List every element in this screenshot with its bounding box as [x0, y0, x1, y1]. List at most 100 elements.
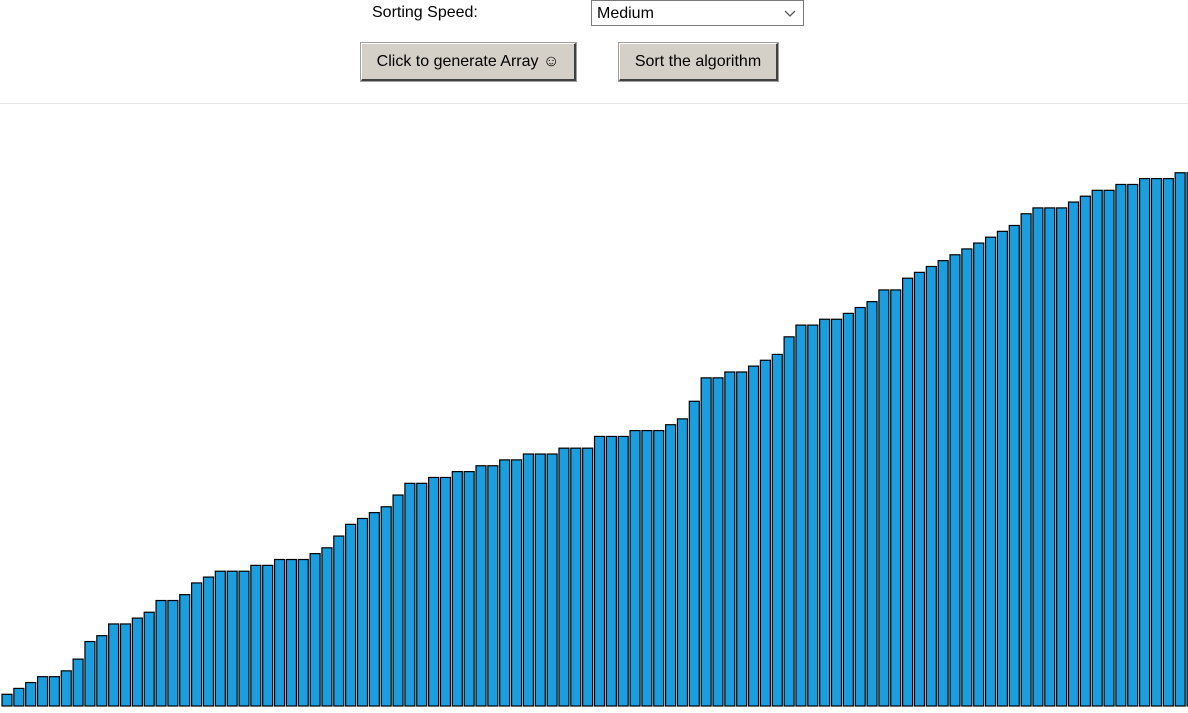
- array-bar: [759, 359, 772, 707]
- array-bar: [1150, 177, 1163, 707]
- array-bars-canvas: [0, 103, 1188, 713]
- sorting-speed-label: Sorting Speed:: [372, 4, 478, 21]
- array-bar: [404, 482, 416, 707]
- array-bar: [333, 535, 345, 707]
- array-bar: [546, 453, 558, 707]
- array-bar: [724, 371, 736, 707]
- array-bar: [1, 693, 13, 707]
- array-bar: [522, 453, 535, 707]
- array-bar: [688, 400, 700, 707]
- array-bar: [582, 447, 594, 707]
- array-bar: [593, 435, 606, 707]
- array-bar: [108, 623, 120, 707]
- array-bar: [629, 429, 641, 707]
- array-bar: [285, 558, 297, 707]
- array-bar: [925, 265, 937, 707]
- array-bar: [179, 594, 191, 707]
- array-bar: [747, 365, 760, 707]
- array-bar: [712, 377, 724, 707]
- array-bar: [1103, 189, 1115, 707]
- array-bar: [664, 424, 677, 707]
- array-bar: [996, 230, 1009, 707]
- array-bar: [36, 676, 49, 707]
- array-bar: [771, 353, 783, 707]
- array-bar: [238, 570, 250, 707]
- array-bar: [700, 377, 712, 707]
- chevron-down-icon: [784, 10, 796, 17]
- array-bar: [439, 476, 452, 707]
- array-bar: [13, 687, 25, 707]
- array-bar: [451, 471, 463, 707]
- array-bar: [155, 599, 167, 707]
- array-bar: [736, 371, 748, 707]
- array-bar: [1067, 201, 1080, 707]
- array-bar: [973, 242, 985, 707]
- array-bar: [226, 570, 238, 707]
- array-bar: [119, 623, 132, 707]
- array-bar: [984, 236, 997, 707]
- array-bar: [309, 553, 321, 707]
- sorting-speed-dropdown[interactable]: Medium: [591, 0, 804, 26]
- array-bar: [653, 429, 665, 707]
- array-bar: [499, 459, 511, 707]
- array-bar: [795, 324, 807, 707]
- array-bar: [641, 429, 653, 707]
- array-bar: [854, 306, 866, 707]
- array-bar: [783, 336, 795, 707]
- array-bar: [605, 435, 617, 707]
- array-bar: [191, 582, 203, 707]
- array-bar: [214, 570, 226, 707]
- array-bar: [830, 318, 843, 707]
- generate-array-button[interactable]: Click to generate Array ☺: [360, 42, 577, 82]
- array-bar: [368, 512, 380, 707]
- array-bar: [380, 506, 392, 707]
- array-bar: [297, 558, 309, 707]
- array-bar: [617, 435, 629, 707]
- array-bar: [842, 312, 854, 707]
- array-bar: [463, 471, 475, 707]
- array-bar: [534, 453, 546, 707]
- array-bar: [202, 576, 215, 707]
- array-bar: [913, 271, 926, 707]
- array-bar: [1032, 207, 1044, 707]
- array-bar: [250, 564, 262, 707]
- array-bar: [273, 558, 286, 707]
- array-bar: [1138, 177, 1151, 707]
- array-bar: [167, 599, 179, 707]
- array-bar: [96, 635, 108, 707]
- array-bar: [1020, 213, 1032, 707]
- array-bar: [1115, 183, 1127, 707]
- array-bar: [487, 465, 499, 707]
- array-bar: [1162, 177, 1174, 707]
- array-bar: [72, 658, 84, 707]
- array-bar: [510, 459, 523, 707]
- sorting-speed-selected-value: Medium: [597, 5, 654, 22]
- array-bar: [1091, 189, 1103, 707]
- array-bar: [558, 447, 570, 707]
- array-bar: [570, 447, 582, 707]
- array-bar: [84, 640, 96, 707]
- array-bar: [416, 482, 428, 707]
- array-bar: [392, 494, 404, 707]
- array-bar: [878, 289, 890, 707]
- array-bar: [48, 676, 61, 707]
- array-bar: [949, 254, 961, 707]
- array-bar: [1079, 195, 1091, 707]
- array-bar: [321, 547, 333, 707]
- array-bar: [1127, 183, 1139, 707]
- array-bar: [866, 301, 878, 707]
- array-bar: [676, 418, 689, 707]
- array-bar: [428, 476, 440, 707]
- sort-algorithm-button[interactable]: Sort the algorithm: [618, 42, 779, 82]
- array-bar: [25, 681, 37, 707]
- array-bar: [1008, 224, 1020, 707]
- array-bar: [937, 260, 949, 707]
- array-bar: [901, 277, 914, 707]
- array-bar: [1044, 207, 1056, 707]
- array-bar: [143, 611, 155, 707]
- array-bar: [961, 248, 973, 707]
- array-bar: [819, 318, 831, 707]
- array-bar: [475, 465, 487, 707]
- array-bar: [1174, 172, 1186, 707]
